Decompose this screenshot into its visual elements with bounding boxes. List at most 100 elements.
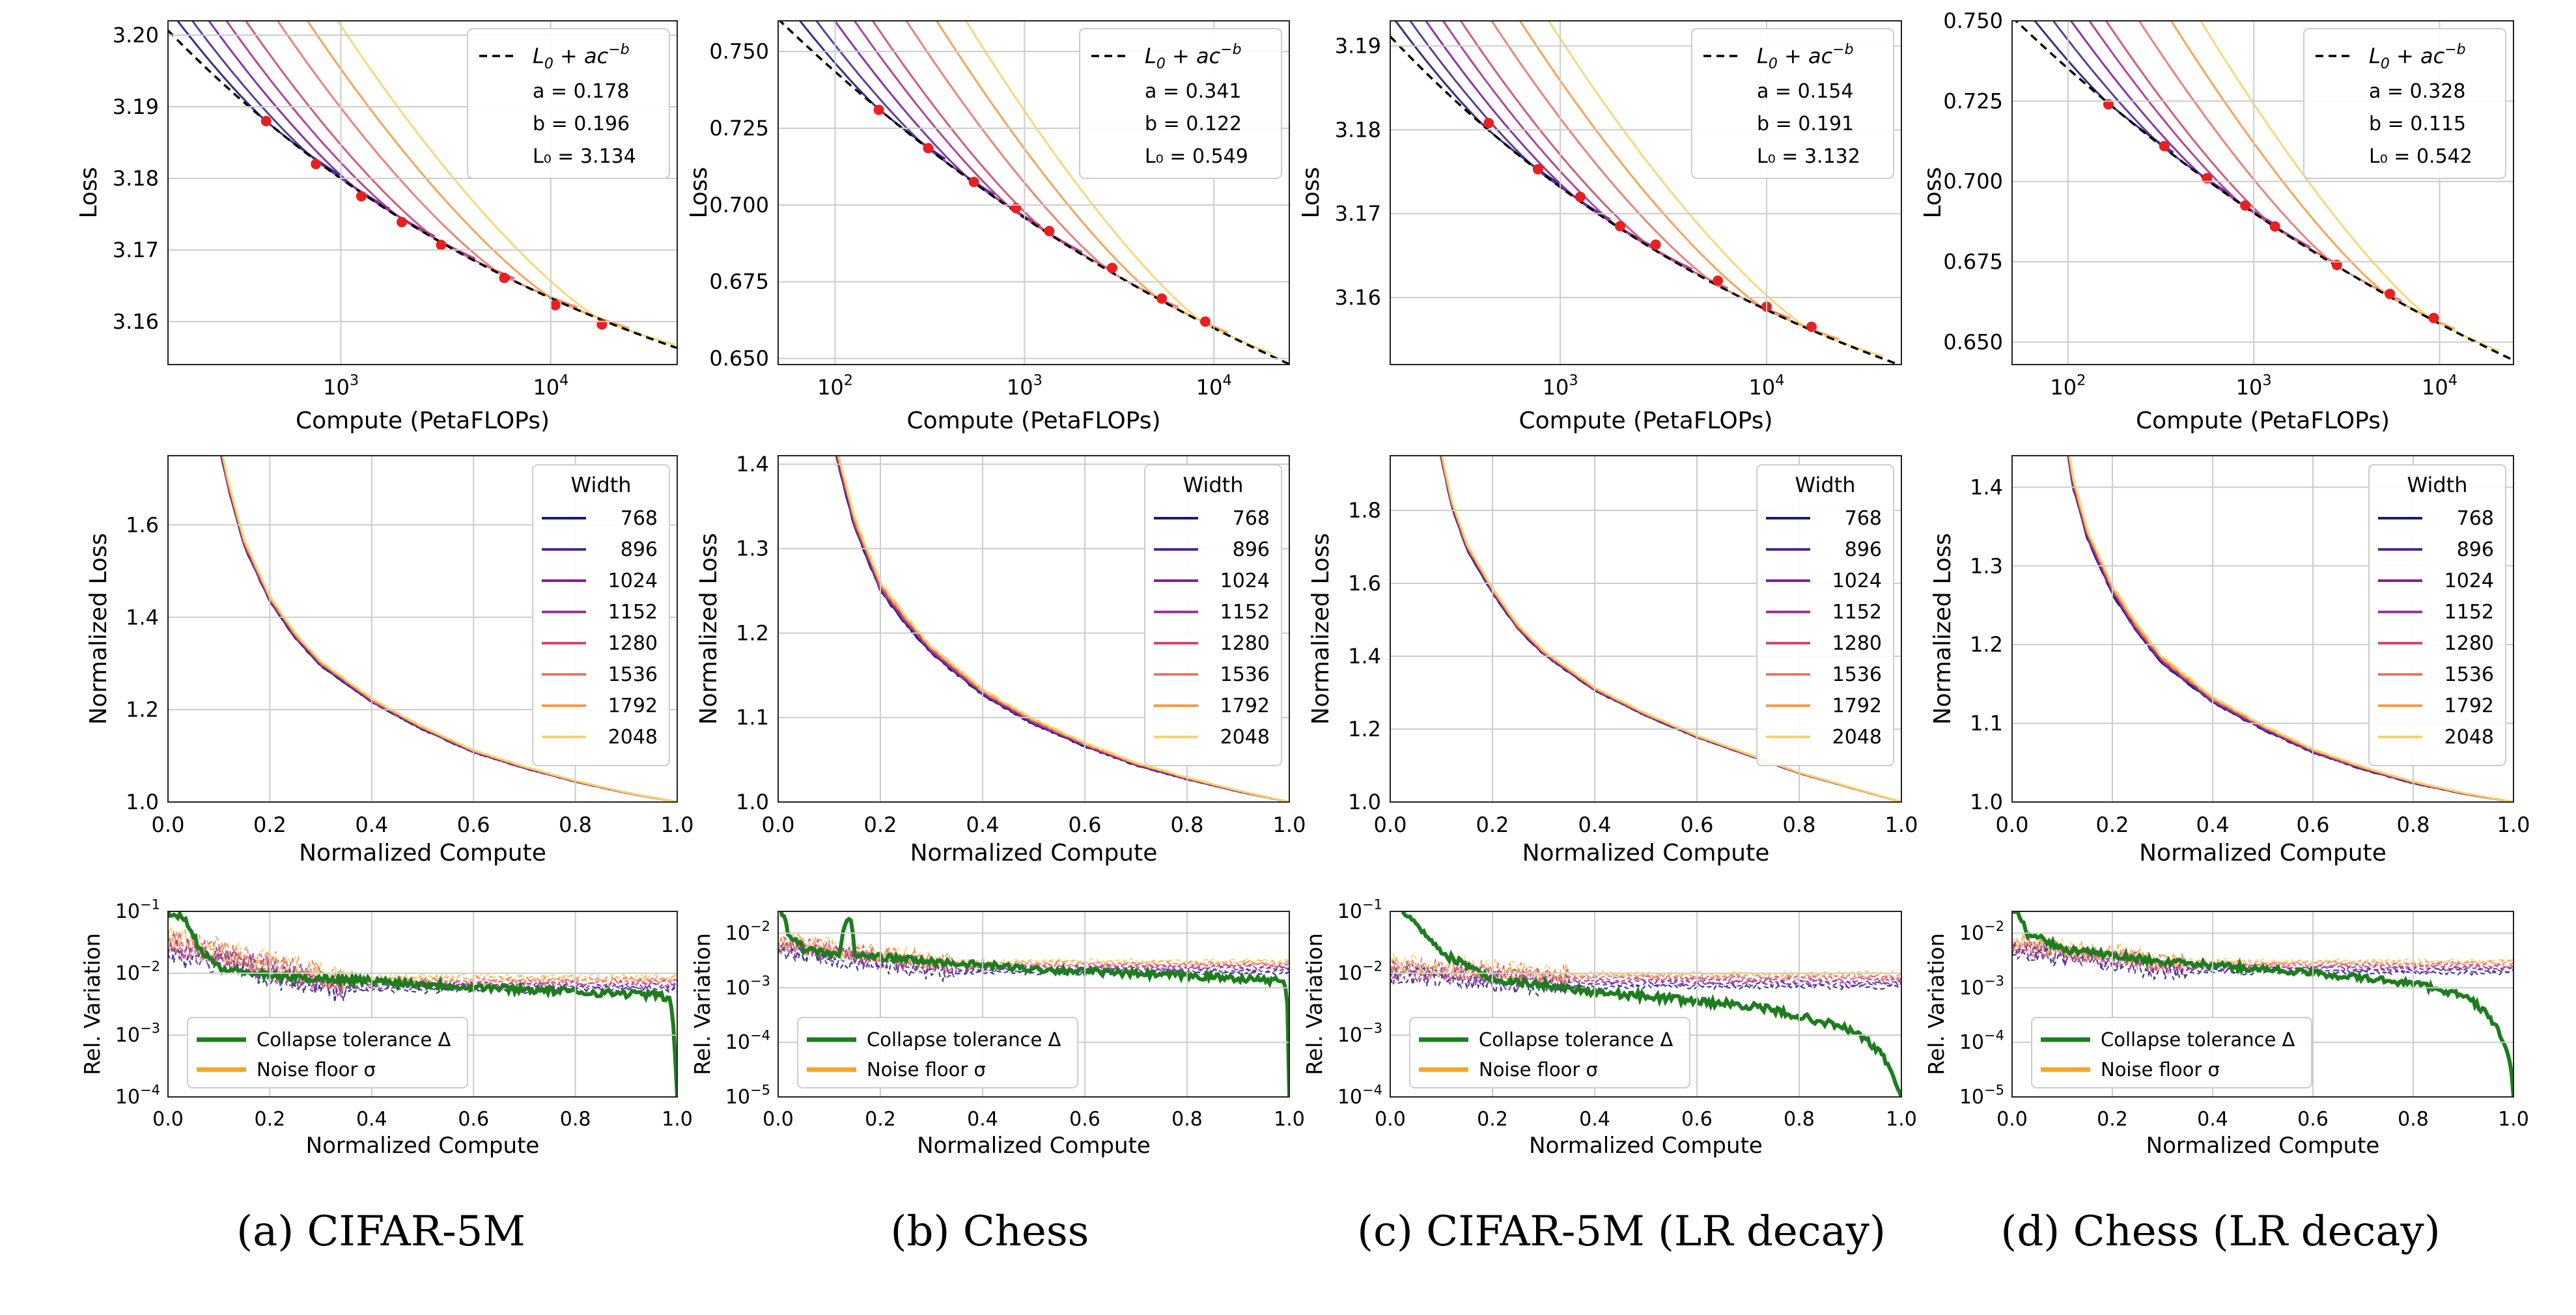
y-tick-label: 10−2 [1337, 959, 1382, 986]
legend-label: 1024 [1832, 570, 1882, 592]
legend-label: 768 [621, 507, 658, 530]
legend-label: 1152 [608, 601, 658, 624]
y-tick-label: 10−3 [1337, 1021, 1382, 1047]
frontier-marker-7 [2428, 312, 2439, 324]
legend-label-noise: Noise floor σ [2101, 1059, 2220, 1081]
axes-frame [2011, 20, 2514, 365]
plot-area [778, 911, 1289, 1097]
frontier-marker-1 [311, 159, 322, 169]
plot-area [2012, 911, 2513, 1097]
y-axis-label: Loss [686, 167, 712, 219]
y-tick-label: 0.675 [709, 270, 769, 294]
axes-frame [2011, 455, 2514, 803]
x-tick-label: 1.0 [1885, 812, 1918, 837]
x-axis-label: Normalized Compute [910, 840, 1158, 866]
legend-label: 1792 [2444, 695, 2494, 717]
frontier-marker-0 [260, 116, 272, 126]
y-tick-label: 0.750 [709, 39, 769, 64]
x-tick-label: 1.0 [662, 1108, 693, 1131]
series-line-width-1 [815, 21, 996, 196]
y-tick-label: 3.18 [1335, 117, 1381, 142]
x-tick-label: 0.8 [2397, 812, 2430, 837]
width-legend: Width 768 896 1024 1152 1280 1536 1792 2048 [532, 464, 670, 766]
x-axis-label: Normalized Compute [1529, 1133, 1763, 1159]
x-tick-label: 0.6 [1069, 812, 1102, 837]
y-tick-label: 1.0 [126, 790, 159, 814]
x-tick-label: 0.6 [1069, 1108, 1100, 1131]
x-tick-label: 1.0 [2498, 1108, 2529, 1131]
frontier-marker-4 [1044, 225, 1055, 236]
legend-box [467, 28, 670, 179]
y-tick-label: 10−3 [1959, 973, 2004, 1000]
y-tick-label: 0.725 [709, 116, 769, 141]
x-tick-label: 1.0 [2497, 812, 2530, 837]
legend-label: 1152 [2444, 601, 2494, 624]
y-tick-label: 10−4 [1337, 1083, 1382, 1109]
series-line-width-7 [2199, 21, 2499, 352]
plot-area [1390, 21, 1901, 365]
noise-series-6 [1390, 956, 1901, 986]
fit-legend: L0 + ac−b a = 0.154 b = 0.191 L₀ = 3.132 [1691, 28, 1894, 179]
width-legend: Width 768 896 1024 1152 1280 1536 1792 2048 [1756, 464, 1894, 766]
axes-frame [1390, 455, 1902, 803]
frontier-marker-7 [596, 319, 608, 330]
noise-series-6 [168, 928, 677, 991]
legend-label: 1024 [608, 570, 658, 592]
series-line-width-2048 [1441, 456, 1901, 802]
x-tick-label: 0.2 [2097, 1108, 2128, 1131]
legend-label: 1536 [1832, 663, 1882, 686]
x-tick-label: 0.8 [1171, 1108, 1203, 1131]
caption-a: (a) CIFAR-5M [236, 1208, 525, 1256]
panel-d-top: 102 103 104 0.650 0.675 0.700 0.725 0.750 Comput… [1920, 8, 2514, 434]
y-axis-label: Normalized Loss [695, 533, 722, 725]
y-tick-label: 10−1 [1337, 897, 1382, 924]
x-tick-label: 1.0 [661, 812, 694, 837]
legend-label: 1280 [608, 632, 658, 655]
frontier-marker-4 [1650, 239, 1661, 250]
legend-label: 1152 [1220, 601, 1270, 624]
y-tick-label: 1.4 [1970, 475, 2003, 499]
x-tick-label: 0.0 [1996, 1108, 2028, 1131]
y-tick-label: 1.6 [126, 512, 159, 537]
x-tick-label: 0.6 [1681, 1108, 1713, 1131]
x-tick-label: 0.6 [457, 812, 490, 837]
legend-box [1756, 464, 1894, 766]
y-tick-label: 0.700 [709, 193, 769, 217]
y-tick-label: 0.650 [1943, 329, 2003, 354]
frontier-marker-2 [968, 176, 979, 187]
legend-label-collapse: Collapse tolerance Δ [257, 1029, 451, 1051]
legend-label-noise: Noise floor σ [257, 1059, 376, 1081]
x-axis-label: Normalized Compute [917, 1133, 1151, 1159]
x-tick-label: 0.2 [865, 1108, 896, 1131]
legend-label-collapse: Collapse tolerance Δ [867, 1029, 1061, 1051]
legend-param: a = 0.341 [1145, 80, 1241, 103]
legend-title: Width [1795, 473, 1856, 497]
plot-area [168, 21, 677, 350]
x-tick-label: 0.2 [255, 1108, 286, 1131]
y-tick-label: 0.700 [1943, 169, 2003, 194]
y-axis-label: Rel. Variation [79, 933, 105, 1075]
x-axis-label: Compute (PetaFLOPs) [906, 408, 1160, 434]
panel-d-bottom: 0.0 0.2 0.4 0.6 0.8 1.0 10−5 10−4 10−3 10−2 Normal… [1924, 911, 2529, 1159]
noise-series-6 [2012, 934, 2513, 971]
x-tick-label: 0.4 [2197, 1108, 2228, 1131]
series-line-width-6 [2170, 21, 2456, 330]
x-tick-label: 0.4 [1579, 1108, 1610, 1131]
x-tick-label: 102 [2050, 372, 2086, 400]
x-tick-label: 104 [1749, 372, 1785, 400]
frontier-marker-1 [1532, 163, 1543, 174]
x-tick-label: 1.0 [1273, 812, 1306, 837]
x-tick-label: 0.0 [1996, 812, 2029, 837]
x-tick-label: 0.4 [2196, 812, 2230, 837]
legend-label: 1536 [608, 663, 658, 686]
x-tick-label: 102 [817, 372, 853, 400]
series-line-width-0 [2034, 21, 2174, 154]
y-axis-label: Rel. Variation [690, 933, 715, 1075]
noise-series-3 [778, 937, 1289, 973]
y-tick-label: 1.4 [1348, 644, 1381, 669]
frontier-marker-4 [436, 240, 447, 251]
panel-a-top: 103 104 3.16 3.17 3.18 3.19 3.20 Compute (PetaF… [76, 20, 678, 434]
y-axis-label: Loss [1920, 167, 1946, 219]
x-tick-label: 0.0 [152, 812, 185, 837]
